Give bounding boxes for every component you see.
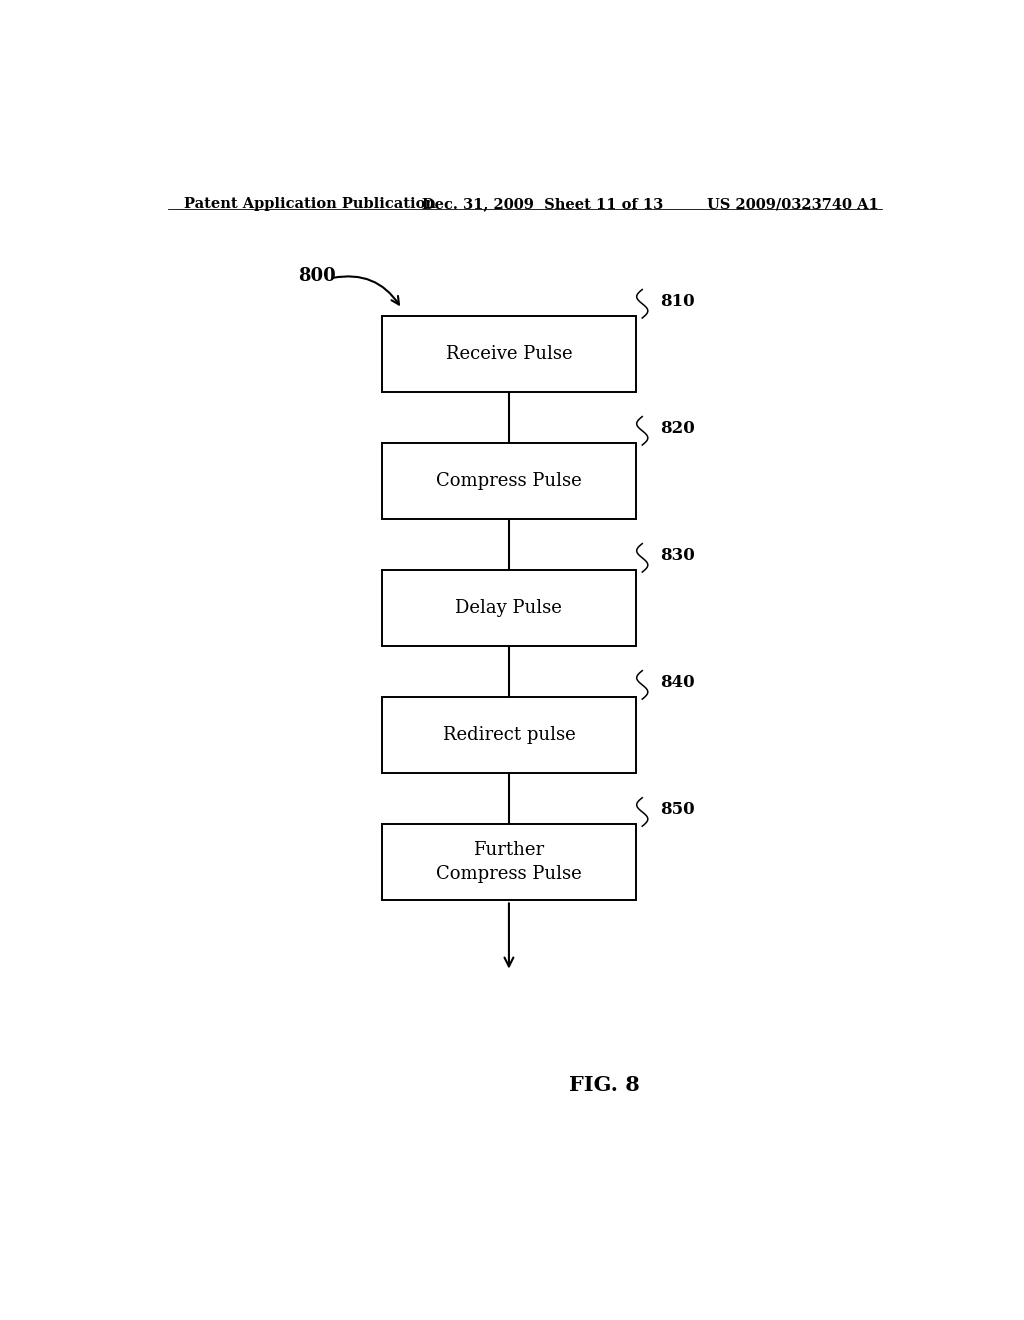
Text: FIG. 8: FIG. 8 <box>568 1076 640 1096</box>
Text: Receive Pulse: Receive Pulse <box>445 345 572 363</box>
Text: 820: 820 <box>659 420 694 437</box>
Bar <box>382 824 636 900</box>
Text: Delay Pulse: Delay Pulse <box>456 599 562 618</box>
Text: 810: 810 <box>659 293 694 310</box>
Text: Patent Application Publication: Patent Application Publication <box>183 197 435 211</box>
Text: Redirect pulse: Redirect pulse <box>442 726 575 744</box>
Bar <box>382 570 636 647</box>
Bar <box>382 697 636 774</box>
Text: 840: 840 <box>659 675 694 692</box>
Bar <box>382 444 636 519</box>
Text: Compress Pulse: Compress Pulse <box>436 473 582 490</box>
Text: US 2009/0323740 A1: US 2009/0323740 A1 <box>708 197 879 211</box>
Text: Further
Compress Pulse: Further Compress Pulse <box>436 841 582 883</box>
Text: Dec. 31, 2009  Sheet 11 of 13: Dec. 31, 2009 Sheet 11 of 13 <box>422 197 663 211</box>
Text: 850: 850 <box>659 801 694 818</box>
Text: 800: 800 <box>299 267 336 285</box>
Bar <box>382 315 636 392</box>
Text: 830: 830 <box>659 548 694 565</box>
